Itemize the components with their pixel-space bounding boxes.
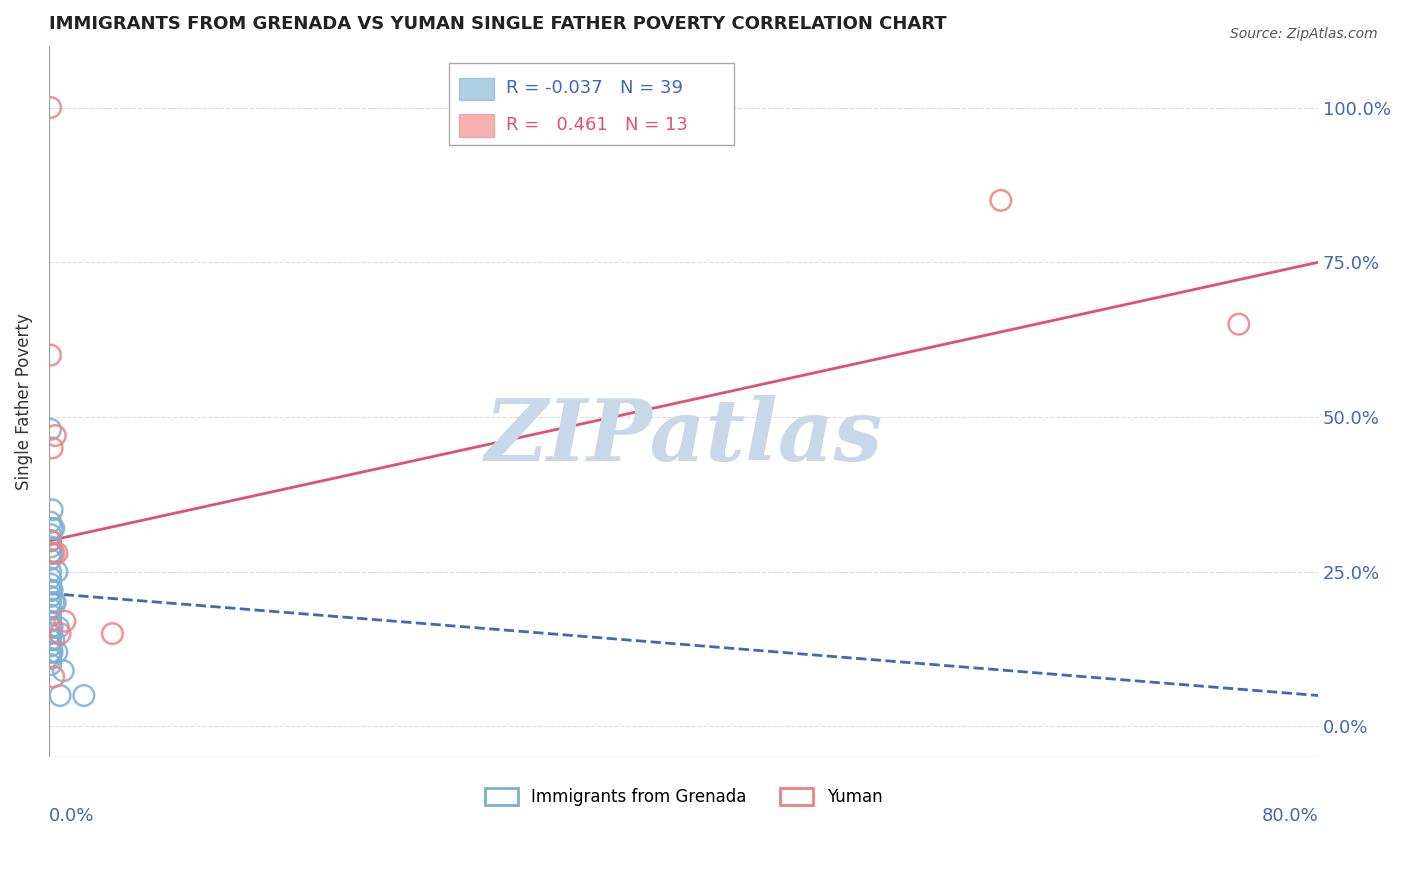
Point [42, 670, 65, 684]
Point [990, 194, 1012, 208]
Point [1227, 317, 1250, 331]
Point [39, 639, 62, 653]
Point [39, 515, 62, 529]
Point [39, 577, 62, 591]
Point [44, 596, 66, 610]
Point [39, 422, 62, 436]
Point [39, 552, 62, 566]
Point [44, 428, 66, 442]
Point [41, 583, 63, 598]
Point [45, 546, 67, 560]
Point [73, 689, 96, 703]
Point [39, 533, 62, 548]
Point [39, 645, 62, 659]
Text: 0.0%: 0.0% [49, 807, 94, 825]
Point [39, 571, 62, 585]
Point [41, 620, 63, 634]
Point [42, 632, 65, 647]
Bar [458, 114, 495, 136]
Point [42, 546, 65, 560]
Point [39, 348, 62, 362]
Point [39, 626, 62, 640]
Point [39, 527, 62, 541]
Point [41, 503, 63, 517]
Text: Source: ZipAtlas.com: Source: ZipAtlas.com [1230, 27, 1378, 41]
Point [39, 540, 62, 554]
Point [45, 645, 67, 659]
Point [41, 521, 63, 535]
Point [45, 565, 67, 579]
Point [52, 664, 75, 678]
Point [39, 614, 62, 628]
Point [39, 608, 62, 623]
Point [41, 441, 63, 455]
Point [42, 596, 65, 610]
Point [39, 620, 62, 634]
Point [49, 689, 72, 703]
Point [39, 533, 62, 548]
Point [39, 651, 62, 665]
Point [39, 101, 62, 115]
Text: R = -0.037   N = 39: R = -0.037 N = 39 [506, 79, 683, 97]
Point [39, 632, 62, 647]
Point [39, 596, 62, 610]
Point [39, 583, 62, 598]
Point [39, 546, 62, 560]
Text: IMMIGRANTS FROM GRENADA VS YUMAN SINGLE FATHER POVERTY CORRELATION CHART: IMMIGRANTS FROM GRENADA VS YUMAN SINGLE … [49, 15, 946, 33]
Text: ZIPatlas: ZIPatlas [485, 395, 883, 479]
Text: R =   0.461   N = 13: R = 0.461 N = 13 [506, 116, 688, 134]
Text: 80.0%: 80.0% [1261, 807, 1319, 825]
Point [101, 626, 124, 640]
Point [42, 521, 65, 535]
Point [39, 602, 62, 616]
Point [53, 614, 76, 628]
Y-axis label: Single Father Poverty: Single Father Poverty [15, 313, 32, 490]
Point [39, 565, 62, 579]
Point [39, 590, 62, 604]
Point [41, 546, 63, 560]
Bar [449, 63, 734, 145]
Point [41, 645, 63, 659]
Bar [458, 78, 495, 101]
Legend: Immigrants from Grenada, Yuman: Immigrants from Grenada, Yuman [478, 781, 889, 814]
Point [48, 620, 70, 634]
Point [39, 657, 62, 672]
Point [49, 626, 72, 640]
